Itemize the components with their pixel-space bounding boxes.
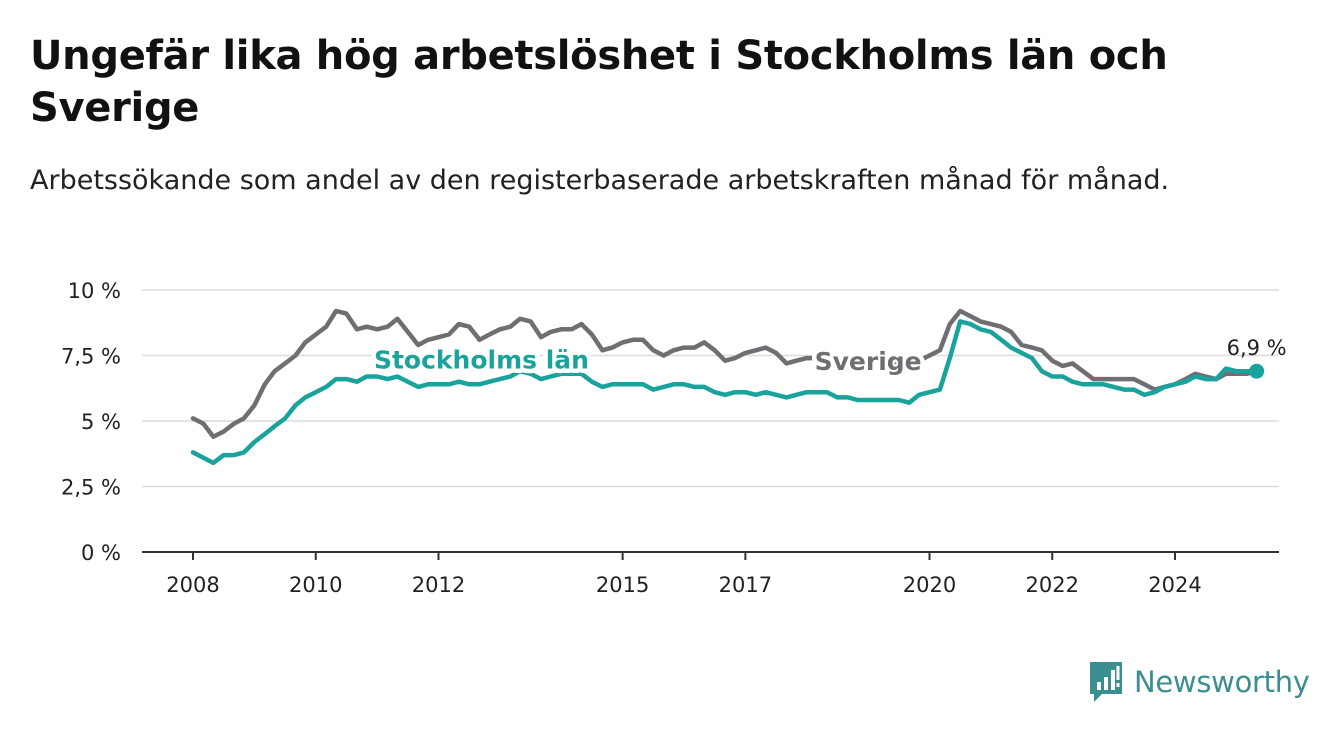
gridlines: [142, 289, 1279, 488]
series-label-stockholms-lan: Stockholms län: [374, 346, 589, 375]
x-tick-label: 2024: [1148, 573, 1201, 597]
x-tick-label: 2010: [289, 573, 342, 597]
y-tick-label: 5 %: [81, 410, 121, 434]
x-tick-label: 2012: [412, 573, 465, 597]
x-axis: 2008 2010 2012 2015 2017 2020 2022 2024: [142, 551, 1279, 597]
newsworthy-logo-icon: [1090, 662, 1122, 702]
end-value-label: 6,9 %: [1227, 336, 1287, 360]
series-label-halo: Stockholms län: [374, 346, 589, 375]
brand: Newsworthy: [1088, 660, 1310, 704]
series-line-stockholms-lan: [190, 319, 1259, 466]
x-tick-label: 2015: [596, 573, 649, 597]
x-tick-label: 2017: [719, 573, 772, 597]
series-line-sverige: [190, 308, 1259, 439]
chart-subtitle: Arbetssökande som andel av den registerb…: [30, 165, 1170, 196]
x-tick-label: 2020: [903, 573, 956, 597]
end-point-marker: [1249, 363, 1265, 379]
x-tick-label: 2008: [166, 573, 219, 597]
y-tick-label: 10 %: [68, 279, 121, 303]
y-tick-label: 2,5 %: [61, 476, 121, 500]
y-tick-label: 0 %: [81, 541, 121, 565]
series-label-sverige: Sverige: [815, 347, 922, 376]
y-axis-ticks: 0 % 2,5 % 5 % 7,5 % 10 %: [61, 279, 121, 565]
series-lines: [190, 308, 1259, 466]
y-tick-label: 7,5 %: [61, 345, 121, 369]
brand-name: Newsworthy: [1134, 665, 1310, 699]
x-tick-label: 2022: [1026, 573, 1079, 597]
chart-title: Ungefär lika hög arbetslöshet i Stockhol…: [30, 33, 1168, 131]
series-label-halo: Sverige: [815, 347, 922, 376]
